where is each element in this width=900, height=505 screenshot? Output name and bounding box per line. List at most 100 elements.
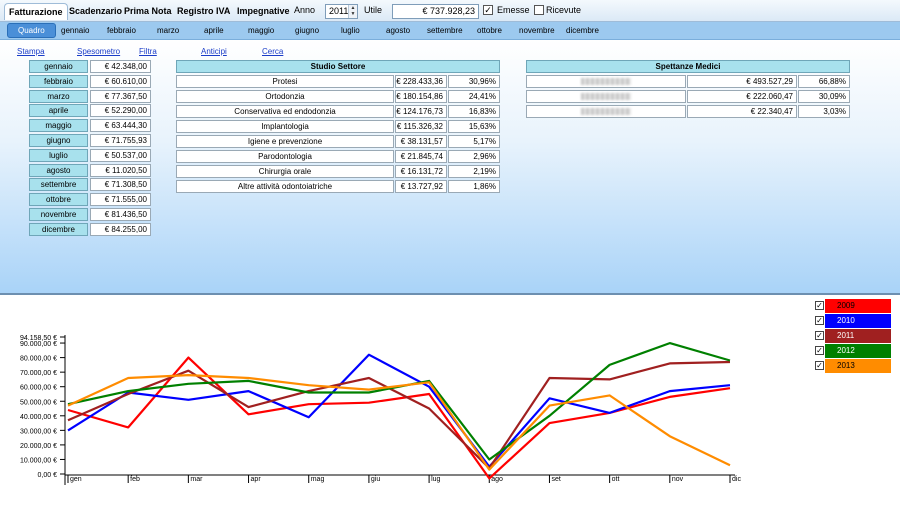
legend-label: 2012 <box>825 344 891 358</box>
stampa-link[interactable]: Stampa <box>17 47 45 56</box>
medico-name-redacted <box>526 90 686 103</box>
month-tab-bar: Quadro gennaio febbraio marzo aprile mag… <box>0 22 900 40</box>
medico-name-redacted <box>526 105 686 118</box>
month-button[interactable]: dicembre <box>29 222 88 236</box>
spesometro-link[interactable]: Spesometro <box>77 47 121 56</box>
month-total: € 11.020,50 <box>90 163 151 177</box>
y-tick-label: 40.000,00 € <box>20 414 57 421</box>
legend-checkbox[interactable]: ✓ <box>815 361 824 370</box>
anno-value: 2011 <box>329 6 349 16</box>
tab-marzo[interactable]: marzo <box>157 26 180 35</box>
month-button[interactable]: ottobre <box>29 193 88 207</box>
month-button[interactable]: maggio <box>29 119 88 133</box>
tab-maggio[interactable]: maggio <box>248 26 275 35</box>
legend-checkbox[interactable]: ✓ <box>815 346 824 355</box>
studio-percent: 2,19% <box>448 165 500 178</box>
tab-agosto[interactable]: agosto <box>386 26 411 35</box>
x-tick-label: mar <box>190 476 203 483</box>
legend-checkbox[interactable]: ✓ <box>815 331 824 340</box>
ricevute-checkbox[interactable] <box>534 5 544 15</box>
tab-luglio[interactable]: luglio <box>341 26 360 35</box>
series-line-2010 <box>67 353 731 468</box>
month-button[interactable]: giugno <box>29 134 88 147</box>
tab-settembre[interactable]: settembre <box>427 26 463 35</box>
emesse-checkbox[interactable]: ✓ <box>483 5 493 15</box>
anno-spin-buttons[interactable]: ▲ ▼ <box>348 5 357 18</box>
studio-percent: 16,83% <box>448 105 500 118</box>
emesse-label: Emesse <box>497 5 530 15</box>
legend-checkbox[interactable]: ✓ <box>815 316 824 325</box>
studio-category: Ortodonzia <box>176 90 394 103</box>
legend-item-2012[interactable]: ✓ 2012 <box>813 344 891 358</box>
studio-value: € 124.176,73 <box>395 105 447 118</box>
tab-registro-iva[interactable]: Registro IVA <box>177 6 231 16</box>
studio-category: Igiene e prevenzione <box>176 135 394 148</box>
spettanze-medici-header: Spettanze Medici <box>526 60 850 73</box>
filtra-link[interactable]: Filtra <box>139 47 157 56</box>
studio-category: Protesi <box>176 75 394 88</box>
tab-impegnative[interactable]: Impegnative <box>237 6 290 16</box>
studio-percent: 5,17% <box>448 135 500 148</box>
utile-field: € 737.928,23 <box>392 4 479 19</box>
studio-settore-header: Studio Settore <box>176 60 500 73</box>
legend-checkbox[interactable]: ✓ <box>815 301 824 310</box>
x-tick-label: ago <box>491 476 503 483</box>
x-tick-label: dic <box>732 476 741 483</box>
month-button[interactable]: agosto <box>29 163 88 177</box>
medico-value: € 493.527,29 <box>687 75 797 88</box>
month-total: € 71.555,00 <box>90 193 151 207</box>
month-total: € 50.537,00 <box>90 148 151 162</box>
medico-name-redacted <box>526 75 686 88</box>
cerca-link[interactable]: Cerca <box>262 47 284 56</box>
tab-prima-nota[interactable]: Prima Nota <box>124 6 172 16</box>
month-button[interactable]: luglio <box>29 148 88 162</box>
legend-label: 2013 <box>825 359 891 373</box>
x-tick-label: set <box>551 476 560 483</box>
tab-aprile[interactable]: aprile <box>204 26 224 35</box>
studio-percent: 15,63% <box>448 120 500 133</box>
tab-febbraio[interactable]: febbraio <box>107 26 136 35</box>
spin-up-icon[interactable]: ▲ <box>350 5 356 11</box>
month-total: € 42.348,00 <box>90 60 151 73</box>
y-tick-label: 50.000,00 € <box>20 399 57 406</box>
studio-percent: 30,96% <box>448 75 500 88</box>
studio-category: Implantologia <box>176 120 394 133</box>
chart-panel: 0,00 € 10.000,00 € 20.000,00 € 30.000,00 € 4… <box>0 297 900 505</box>
anticipi-link[interactable]: Anticipi <box>201 47 227 56</box>
month-total: € 60.610,00 <box>90 74 151 88</box>
tab-gennaio[interactable]: gennaio <box>61 26 90 35</box>
series-line-2013 <box>67 373 731 471</box>
legend-item-2013[interactable]: ✓ 2013 <box>813 359 891 373</box>
y-tick-label: 30.000,00 € <box>20 428 57 435</box>
tab-scadenzario[interactable]: Scadenzario <box>69 6 123 16</box>
month-button[interactable]: settembre <box>29 178 88 192</box>
month-button[interactable]: novembre <box>29 208 88 221</box>
month-button[interactable]: gennaio <box>29 60 88 73</box>
x-tick-label: nov <box>672 476 684 483</box>
tab-fatturazione[interactable]: Fatturazione <box>4 3 68 20</box>
anno-label: Anno <box>294 5 316 15</box>
legend-label: 2009 <box>825 299 891 313</box>
redacted-name <box>581 93 631 100</box>
month-total: € 81.436,50 <box>90 208 151 221</box>
tab-ottobre[interactable]: ottobre <box>477 26 502 35</box>
legend-item-2010[interactable]: ✓ 2010 <box>813 314 891 328</box>
month-button[interactable]: aprile <box>29 104 88 118</box>
tab-quadro[interactable]: Quadro <box>7 23 56 38</box>
studio-category: Chirurgia orale <box>176 165 394 178</box>
tab-dicembre[interactable]: dicembre <box>566 26 599 35</box>
month-button[interactable]: febbraio <box>29 74 88 88</box>
spin-down-icon[interactable]: ▼ <box>350 11 356 17</box>
line-chart: 0,00 € 10.000,00 € 20.000,00 € 30.000,00 € 4… <box>20 335 741 485</box>
legend-item-2011[interactable]: ✓ 2011 <box>813 329 891 343</box>
redacted-name <box>581 78 631 85</box>
studio-value: € 180.154,86 <box>395 90 447 103</box>
x-tick-label: ott <box>612 476 620 483</box>
x-tick-label: apr <box>251 476 262 483</box>
anno-spinner[interactable]: 2011 ▲ ▼ <box>325 4 358 19</box>
legend-item-2009[interactable]: ✓ 2009 <box>813 299 891 313</box>
tab-novembre[interactable]: novembre <box>519 26 555 35</box>
studio-value: € 38.131,57 <box>395 135 447 148</box>
tab-giugno[interactable]: giugno <box>295 26 320 35</box>
month-button[interactable]: marzo <box>29 89 88 103</box>
